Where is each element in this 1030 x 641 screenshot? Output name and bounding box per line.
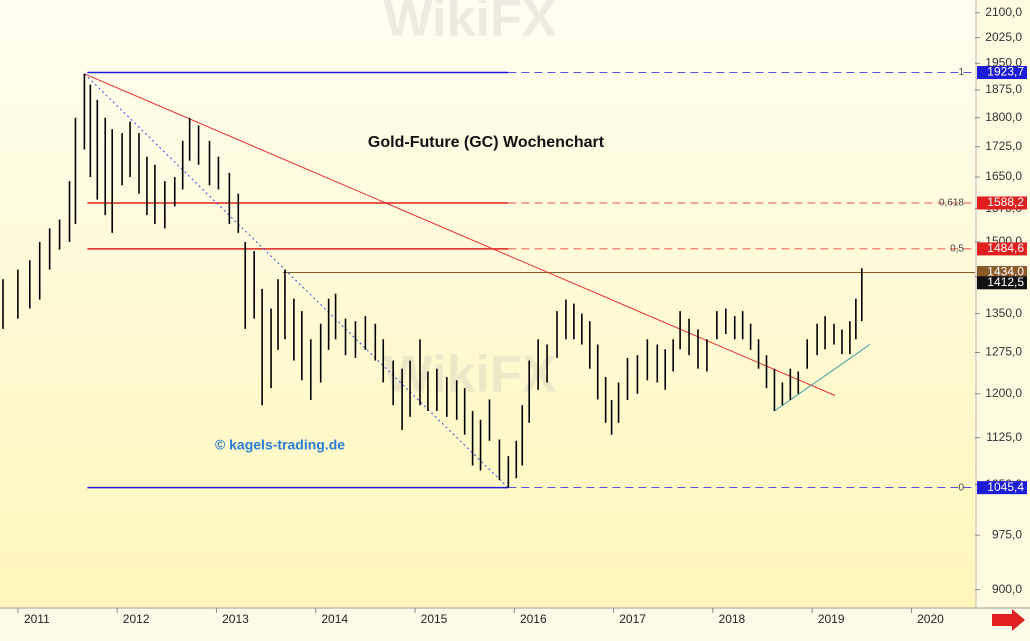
x-tick-label: 2014 xyxy=(321,612,348,626)
y-tick-label: 1725,0 xyxy=(985,139,1022,153)
x-tick-label: 2019 xyxy=(818,612,845,626)
level-value-label: 1923,7 xyxy=(987,65,1024,79)
y-tick-label: 1800,0 xyxy=(985,110,1022,124)
fib-ratio-label: 0,5 xyxy=(950,244,964,255)
chart-title: Gold-Future (GC) Wochenchart xyxy=(368,134,605,151)
scroll-arrow[interactable] xyxy=(992,609,1025,631)
x-tick-label: 2015 xyxy=(421,612,448,626)
price-axis-panel xyxy=(976,0,1030,608)
y-tick-label: 900,0 xyxy=(992,582,1022,596)
level-box xyxy=(977,481,1027,495)
y-tick-label: 1125,0 xyxy=(986,430,1022,444)
y-tick-label: 2100,0 xyxy=(985,5,1022,19)
y-tick-label: 975,0 xyxy=(992,527,1022,541)
level-box xyxy=(977,66,1027,80)
fib-ratio-label: 1 xyxy=(958,67,964,78)
y-tick-label: 2025,0 xyxy=(985,30,1022,44)
x-tick-label: 2012 xyxy=(123,612,150,626)
plot: 2100,0 2025,0 1950,0 1875,0 1800,0 1725,0 1650… xyxy=(2,5,1027,626)
y-tick-label: 1650,0 xyxy=(985,169,1022,183)
fib-ratio-label: 0 xyxy=(958,482,964,493)
level-value-label: 1484,6 xyxy=(987,241,1024,255)
x-tick-label: 2013 xyxy=(222,612,249,626)
trendline xyxy=(84,73,836,396)
watermark: WikiFX xyxy=(384,0,557,48)
level-value-label: 1588,2 xyxy=(987,195,1024,209)
y-tick-label: 1200,0 xyxy=(985,386,1022,400)
x-tick-label: 2016 xyxy=(520,612,547,626)
fib-ratio-label: 0,618 xyxy=(939,198,964,209)
level-value-label: 1434,0 xyxy=(987,265,1024,279)
x-tick-label: 2011 xyxy=(24,612,50,626)
y-tick-label: 1350,0 xyxy=(985,306,1022,320)
level-value-label: 1412,5 xyxy=(987,275,1024,289)
level-box xyxy=(977,196,1027,210)
level-box xyxy=(977,242,1027,256)
y-tick-label: 1950,0 xyxy=(985,55,1022,69)
trendline xyxy=(84,73,509,489)
level-box xyxy=(977,276,1027,290)
level-value-label: 1045,4 xyxy=(987,480,1024,494)
x-tick-label: 2018 xyxy=(719,612,746,626)
time-axis-panel xyxy=(0,608,1030,641)
credit: © kagels-trading.de xyxy=(215,437,345,453)
x-tick-label: 2017 xyxy=(619,612,646,626)
y-tick-label: 1275,0 xyxy=(985,345,1022,359)
x-tick-label: 2020 xyxy=(917,612,944,626)
level-box xyxy=(977,266,1027,280)
y-tick-label: 1875,0 xyxy=(985,82,1022,96)
watermark: WikiFX xyxy=(384,346,557,404)
